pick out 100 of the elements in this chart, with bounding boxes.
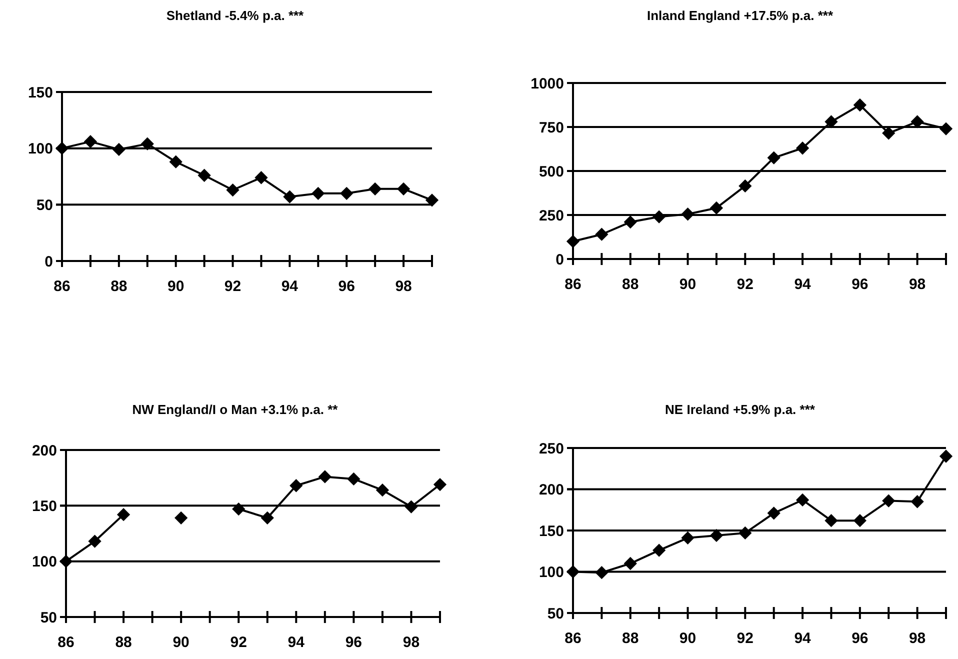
x-tick-label: 94 bbox=[288, 634, 306, 651]
point bbox=[681, 531, 694, 544]
point bbox=[710, 528, 724, 542]
point bbox=[767, 506, 780, 520]
x-tick-label: 86 bbox=[58, 634, 74, 651]
x-tick-label: 92 bbox=[736, 630, 754, 647]
x-tick-label: 90 bbox=[679, 630, 696, 647]
x-tick-label: 86 bbox=[564, 276, 582, 293]
y-tick-label: 0 bbox=[556, 251, 564, 268]
point bbox=[882, 126, 896, 140]
x-tick-label: 98 bbox=[908, 276, 926, 293]
point bbox=[112, 142, 126, 156]
point bbox=[796, 493, 810, 507]
y-tick-label: 100 bbox=[538, 564, 564, 581]
y-tick-label: 200 bbox=[538, 482, 564, 498]
point bbox=[425, 194, 439, 207]
x-tick-label: 96 bbox=[345, 634, 362, 651]
y-tick-label: 750 bbox=[538, 119, 564, 136]
point bbox=[853, 514, 866, 528]
y-tick-label: 0 bbox=[44, 253, 53, 270]
point bbox=[910, 115, 924, 128]
point bbox=[283, 190, 296, 204]
y-tick-label: 50 bbox=[547, 605, 564, 622]
point bbox=[910, 495, 924, 508]
point bbox=[226, 183, 240, 197]
x-tick-label: 88 bbox=[115, 634, 132, 651]
point bbox=[290, 479, 303, 492]
point bbox=[824, 514, 838, 528]
x-tick-label: 90 bbox=[168, 278, 184, 295]
point bbox=[853, 98, 866, 112]
x-tick-label: 94 bbox=[794, 630, 812, 647]
point bbox=[624, 215, 637, 229]
point bbox=[312, 186, 325, 200]
point bbox=[738, 526, 752, 540]
point bbox=[368, 182, 382, 196]
y-tick-label: 250 bbox=[538, 440, 564, 458]
y-tick-label: 100 bbox=[32, 554, 57, 571]
point bbox=[84, 135, 98, 148]
point bbox=[59, 554, 73, 568]
point bbox=[396, 182, 410, 196]
point bbox=[710, 201, 724, 215]
x-tick-label: 86 bbox=[564, 630, 582, 647]
point bbox=[318, 470, 332, 484]
y-tick-label: 100 bbox=[28, 140, 53, 158]
point bbox=[347, 472, 360, 486]
y-tick-label: 50 bbox=[36, 196, 53, 214]
point bbox=[824, 115, 838, 128]
chart-title: NE Ireland +5.9% p.a. *** bbox=[665, 402, 816, 417]
chart-title: Inland England +17.5% p.a. *** bbox=[646, 8, 834, 23]
point bbox=[939, 450, 953, 463]
point bbox=[232, 502, 246, 516]
y-tick-label: 500 bbox=[538, 163, 564, 180]
x-tick-label: 92 bbox=[230, 634, 247, 651]
point bbox=[681, 208, 694, 221]
y-tick-label: 150 bbox=[28, 84, 53, 102]
x-tick-label: 94 bbox=[794, 276, 812, 293]
x-tick-label: 90 bbox=[679, 276, 696, 293]
point bbox=[88, 534, 102, 548]
x-tick-label: 96 bbox=[852, 276, 868, 293]
point bbox=[624, 556, 637, 570]
x-tick-label: 88 bbox=[622, 276, 639, 293]
point bbox=[939, 122, 953, 136]
x-tick-label: 94 bbox=[281, 278, 299, 295]
x-tick-label: 98 bbox=[395, 278, 412, 295]
point bbox=[198, 168, 211, 182]
x-tick-label: 92 bbox=[224, 278, 242, 295]
point bbox=[566, 234, 580, 248]
chart-title: NW England/I o Man +3.1% p.a. ** bbox=[132, 402, 339, 417]
point bbox=[433, 478, 447, 492]
point bbox=[404, 500, 418, 514]
point bbox=[55, 142, 69, 155]
point bbox=[169, 155, 182, 168]
x-tick-label: 96 bbox=[852, 630, 868, 647]
x-tick-label: 88 bbox=[622, 630, 639, 647]
chart-title: Shetland -5.4% p.a. *** bbox=[166, 8, 305, 23]
point bbox=[566, 565, 580, 578]
x-tick-label: 88 bbox=[110, 278, 128, 295]
y-tick-label: 250 bbox=[538, 207, 564, 224]
point bbox=[595, 566, 608, 580]
y-tick-label: 200 bbox=[32, 442, 57, 460]
point bbox=[595, 228, 608, 241]
point bbox=[652, 544, 666, 557]
point bbox=[882, 494, 896, 508]
point bbox=[140, 137, 154, 150]
x-tick-label: 98 bbox=[402, 634, 420, 651]
point bbox=[796, 142, 810, 155]
y-tick-label: 150 bbox=[32, 498, 57, 515]
y-tick-label: 1000 bbox=[530, 75, 564, 92]
y-tick-label: 50 bbox=[40, 609, 57, 626]
x-tick-label: 98 bbox=[908, 630, 926, 647]
point bbox=[376, 484, 390, 497]
point bbox=[116, 508, 130, 522]
point bbox=[652, 210, 666, 224]
point bbox=[254, 171, 268, 184]
point bbox=[260, 511, 274, 524]
point bbox=[174, 511, 188, 524]
x-tick-label: 96 bbox=[338, 278, 355, 295]
x-tick-label: 90 bbox=[172, 634, 190, 651]
point bbox=[340, 186, 354, 200]
x-tick-label: 92 bbox=[736, 276, 754, 293]
